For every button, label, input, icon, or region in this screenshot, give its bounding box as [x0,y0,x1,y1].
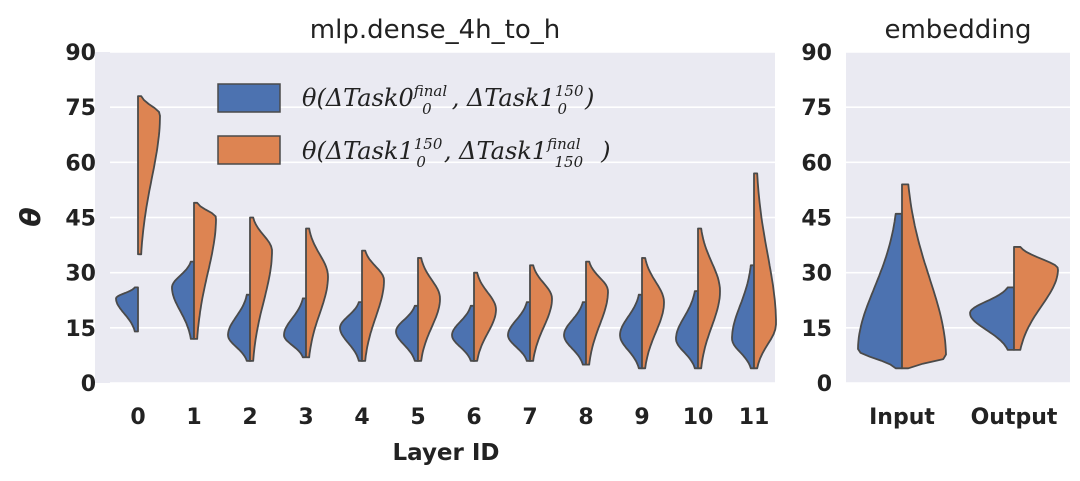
right-chart-title: embedding [884,15,1031,45]
x-tick-label: 4 [354,405,369,430]
violin-left-half [451,304,475,362]
violin-left-half [731,264,755,370]
violin-right-half [641,257,665,370]
legend-swatch-task1 [217,135,281,165]
violin-left-half [395,304,419,362]
x-tick-label: Input [869,405,935,430]
violin-left-half [227,293,251,362]
y-tick-label: 0 [817,372,832,397]
x-tick-label: 11 [739,405,770,430]
violin-right-half [901,183,947,370]
violin-left-half [675,290,699,370]
y-tick-label: 30 [65,262,96,287]
violin-left-half [171,260,195,340]
violin-right-half [249,216,273,362]
violin-left-half [507,301,531,362]
x-tick-label: 9 [634,405,649,430]
violin-right-half [305,227,329,359]
right-gridlines [846,51,1070,384]
y-tick-label: 30 [801,262,832,287]
left-x-tick-labels: 0 1 2 3 4 5 6 7 8 9 10 11 [130,405,769,430]
violin-left-half [283,297,307,359]
right-y-tick-labels: 0 15 30 45 60 75 90 [801,41,832,397]
y-tick-label: 45 [65,207,96,232]
violin-right-half [697,227,721,370]
x-tick-label: 3 [298,405,313,430]
x-tick-label: 8 [578,405,593,430]
violin-right-half [417,257,441,362]
y-tick-label: 0 [81,372,96,397]
y-tick-label: 90 [801,41,832,66]
y-tick-label: 45 [801,207,832,232]
y-tick-label: 15 [65,317,96,342]
violin-left-half [857,212,903,370]
left-y-tick-labels: 0 15 30 45 60 75 90 [65,41,96,397]
y-tick-label: 15 [801,317,832,342]
violin-right-half [137,95,161,256]
left-chart-title: mlp.dense_4h_to_h [310,15,560,45]
x-tick-label: 5 [410,405,425,430]
y-tick-label: 60 [801,151,832,176]
violin-left-half [563,301,587,366]
x-tick-label: 1 [186,405,201,430]
violin-left-half [969,286,1015,351]
x-axis-label: Layer ID [392,440,499,466]
violin-right-half [473,271,497,362]
y-tick-label: 90 [65,41,96,66]
x-tick-label: 6 [466,405,481,430]
violin-right-half [585,260,609,366]
violin-right-half [193,201,217,340]
x-tick-label: Output [971,405,1058,430]
x-tick-label: 0 [130,405,145,430]
violin-right-half [1013,246,1059,351]
violin-right-half [361,249,385,362]
x-tick-label: 7 [522,405,537,430]
violin-left-half [115,286,139,333]
violin-right-half [753,172,777,370]
violin-left-half [619,293,643,370]
legend-label-task0: θ(ΔTask0final 0, ΔTask1150 0) [302,82,594,118]
y-axis-label: θ [14,207,47,226]
y-tick-label: 75 [801,96,832,121]
violin-right-half [529,264,553,362]
right-violins [857,183,1059,370]
x-tick-label: 10 [683,405,714,430]
x-tick-label: 2 [242,405,257,430]
legend-label-task1: θ(ΔTask1150 0, ΔTask1final 150) [302,135,611,171]
violin-left-half [339,301,363,362]
y-tick-label: 75 [65,96,96,121]
legend: θ(ΔTask0final 0, ΔTask1150 0) θ(ΔTask1150 0… [217,82,611,171]
legend-swatch-task0 [217,83,281,113]
right-x-tick-labels: Input Output [869,405,1058,430]
left-violins [115,95,777,370]
y-tick-label: 60 [65,151,96,176]
